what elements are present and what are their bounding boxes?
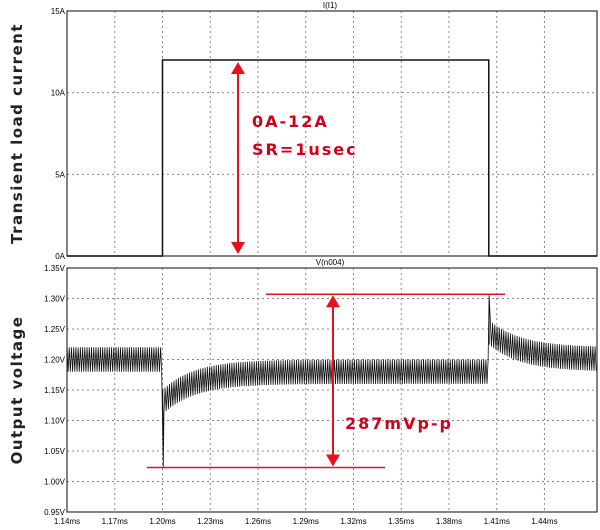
- arrow-down-icon: [326, 454, 340, 467]
- y-tick-label: 5A: [55, 170, 65, 179]
- pp-annotation: 287mVp-p: [345, 414, 453, 433]
- y-tick-label: 0.95V: [44, 508, 66, 517]
- voltage-trace: [66, 294, 597, 468]
- x-tick-label: 1.41ms: [484, 517, 510, 526]
- range-annotation: 0A-12A: [252, 112, 329, 131]
- x-tick-label: 1.17ms: [102, 517, 128, 526]
- trace-title: V(n004): [316, 258, 345, 267]
- x-tick-label: 1.26ms: [245, 517, 271, 526]
- slew-annotation: SR=1usec: [252, 140, 358, 159]
- plot-frame: [66, 267, 598, 513]
- y-tick-label: 1.05V: [44, 447, 66, 456]
- y-tick-label: 0A: [55, 252, 65, 261]
- x-tick-label: 1.32ms: [340, 517, 366, 526]
- x-tick-label: 1.20ms: [149, 517, 175, 526]
- y-tick-label: 1.35V: [44, 264, 66, 273]
- y-tick-label: 10A: [51, 89, 66, 98]
- x-tick-label: 1.14ms: [54, 517, 80, 526]
- y-tick-label: 1.10V: [44, 417, 66, 426]
- arrow-up-icon: [326, 295, 340, 308]
- arrow-up-icon: [231, 62, 245, 74]
- y-tick-label: 1.15V: [44, 386, 66, 395]
- y-tick-label: 1.25V: [44, 325, 66, 334]
- x-tick-label: 1.35ms: [388, 517, 414, 526]
- x-tick-label: 1.23ms: [197, 517, 223, 526]
- x-tick-label: 1.38ms: [436, 517, 462, 526]
- y-tick-label: 1.30V: [44, 295, 66, 304]
- trace-title: I(I1): [323, 1, 338, 10]
- y-tick-label: 1.00V: [44, 478, 66, 487]
- y-axis-label: Output voltage: [8, 316, 26, 465]
- x-tick-label: 1.44ms: [531, 517, 557, 526]
- y-axis-label: Transient load current: [8, 23, 26, 244]
- x-tick-label: 1.29ms: [293, 517, 319, 526]
- current-trace: [67, 59, 597, 257]
- arrow-down-icon: [231, 242, 245, 254]
- plot-frame: [66, 10, 598, 257]
- y-tick-label: 15A: [51, 7, 66, 16]
- y-tick-label: 1.20V: [44, 356, 66, 365]
